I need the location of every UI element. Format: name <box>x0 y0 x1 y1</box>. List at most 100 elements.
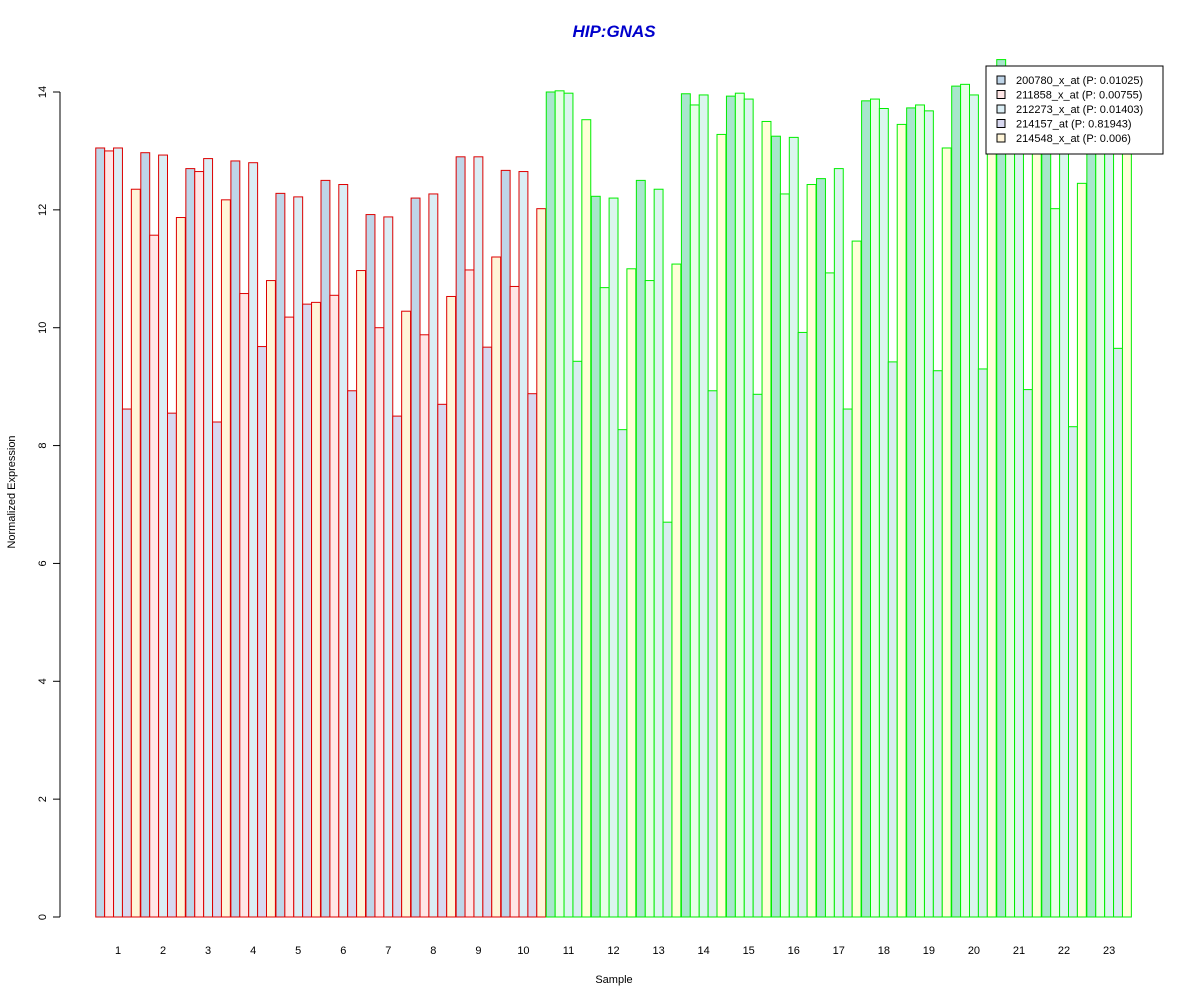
bar-sample-22-series-5 <box>1076 182 1087 918</box>
y-tick-label: 12 <box>37 204 49 216</box>
x-tick-label: 14 <box>698 945 710 957</box>
bar-sample-14-series-1 <box>680 93 691 918</box>
bar-sample-3-series-1 <box>185 168 196 918</box>
bar-sample-1-series-3 <box>113 147 123 918</box>
bar-sample-8-series-5 <box>446 295 457 918</box>
legend-box <box>985 65 1164 155</box>
bar-sample-18-series-2 <box>870 98 880 918</box>
bar-sample-2-series-4 <box>167 412 177 918</box>
bar-sample-3-series-2 <box>194 171 205 918</box>
y-axis: 0 2 4 6 8 10 12 14 <box>37 86 61 920</box>
bar-sample-13-series-5 <box>671 263 682 918</box>
bar-sample-14-series-2 <box>689 104 700 918</box>
bar-sample-15-series-2 <box>734 92 745 918</box>
bar-sample-11-series-3 <box>563 92 574 918</box>
bar-sample-5-series-5 <box>311 301 321 918</box>
bar-sample-16-series-4 <box>797 331 808 918</box>
bar-sample-10-series-1 <box>500 169 511 918</box>
bar-sample-5-series-2 <box>284 316 295 918</box>
x-axis: 1 2 3 4 5 6 7 8 9 10 11 12 13 14 15 16 17 18 19 20 21 22 23 <box>115 945 1115 957</box>
bar-sample-10-series-2 <box>509 285 520 918</box>
bar-sample-22-series-3 <box>1059 150 1069 918</box>
x-tick-label: 12 <box>607 945 619 957</box>
bar-sample-19-series-2 <box>915 104 925 918</box>
bar-sample-4-series-3 <box>248 162 259 918</box>
bar-sample-18-series-5 <box>896 123 907 918</box>
bar-sample-7-series-5 <box>401 310 412 918</box>
bar-sample-4-series-2 <box>239 293 250 918</box>
legend-swatch-1 <box>996 75 1006 85</box>
x-tick-label: 19 <box>923 945 935 957</box>
x-tick-label: 17 <box>833 945 845 957</box>
bar-sample-13-series-4 <box>662 521 673 918</box>
legend-swatch-3 <box>996 104 1006 114</box>
legend-swatch-5 <box>996 133 1006 143</box>
y-tick-label: 2 <box>37 796 49 802</box>
bar-sample-3-series-5 <box>220 199 231 918</box>
y-tick-label: 8 <box>37 443 49 449</box>
bar-sample-21-series-5 <box>1031 144 1042 918</box>
bar-sample-1-series-5 <box>130 188 141 918</box>
bar-sample-6-series-4 <box>347 390 358 918</box>
bar-sample-20-series-1 <box>951 85 962 918</box>
bar-sample-15-series-1 <box>725 95 736 918</box>
bar-sample-20-series-4 <box>977 368 988 918</box>
bar-sample-1-series-1 <box>95 147 106 918</box>
bar-sample-22-series-4 <box>1068 426 1078 918</box>
x-tick-label: 8 <box>430 945 436 957</box>
bar-sample-12-series-4 <box>617 429 628 918</box>
x-tick-label: 6 <box>340 945 346 957</box>
x-tick-label: 13 <box>652 945 664 957</box>
bar-sample-9-series-2 <box>464 269 475 918</box>
bar-sample-12-series-1 <box>590 195 601 918</box>
bar-sample-13-series-2 <box>644 280 655 918</box>
bar-sample-15-series-4 <box>752 393 763 918</box>
x-tick-label: 22 <box>1058 945 1070 957</box>
bar-sample-23-series-3 <box>1104 150 1115 918</box>
bar-sample-20-series-2 <box>960 83 970 918</box>
bar-sample-2-series-3 <box>158 154 169 918</box>
x-tick-label: 3 <box>205 945 211 957</box>
bar-sample-9-series-4 <box>482 346 493 918</box>
y-tick-label: 6 <box>37 560 49 566</box>
bar-sample-10-series-4 <box>527 393 538 918</box>
bar-sample-17-series-3 <box>833 168 844 918</box>
legend-entry-1: 200780_x_at (P: 0.01025) <box>1016 75 1143 87</box>
legend-entry-3: 212273_x_at (P: 0.01403) <box>1016 104 1143 116</box>
bar-sample-11-series-2 <box>554 90 565 918</box>
x-tick-label: 4 <box>250 945 256 957</box>
bar-sample-8-series-2 <box>419 334 430 918</box>
bar-sample-14-series-5 <box>716 133 727 918</box>
x-tick-label: 15 <box>743 945 755 957</box>
bar-sample-20-series-3 <box>969 94 979 918</box>
bar-sample-8-series-3 <box>428 193 439 918</box>
x-tick-label: 9 <box>475 945 481 957</box>
bar-sample-9-series-1 <box>455 156 466 918</box>
bar-sample-6-series-2 <box>329 294 340 918</box>
x-tick-label: 21 <box>1013 945 1025 957</box>
bar-sample-6-series-3 <box>338 184 349 918</box>
y-tick-label: 10 <box>37 322 49 334</box>
bar-marks <box>95 59 1132 918</box>
bar-sample-14-series-3 <box>698 94 709 918</box>
bar-sample-23-series-2 <box>1095 150 1106 918</box>
bar-sample-11-series-1 <box>545 91 556 918</box>
bar-sample-21-series-1 <box>996 59 1007 918</box>
x-axis-label: Sample <box>595 974 632 986</box>
legend-entry-2: 211858_x_at (P: 0.00755) <box>1016 90 1142 102</box>
bar-sample-18-series-3 <box>878 108 889 918</box>
chart-title: HIP:GNAS <box>572 22 656 41</box>
bar-sample-9-series-5 <box>491 256 502 918</box>
bar-sample-14-series-4 <box>707 390 718 918</box>
bar-sample-19-series-3 <box>923 110 934 918</box>
bar-sample-12-series-3 <box>608 197 619 918</box>
x-tick-label: 20 <box>968 945 980 957</box>
bar-sample-23-series-5 <box>1121 138 1132 918</box>
legend-swatch-4 <box>996 119 1006 128</box>
bar-sample-13-series-3 <box>653 188 664 918</box>
bar-sample-1-series-2 <box>104 150 115 918</box>
bar-sample-9-series-3 <box>473 156 484 918</box>
bar-sample-11-series-4 <box>572 360 583 918</box>
